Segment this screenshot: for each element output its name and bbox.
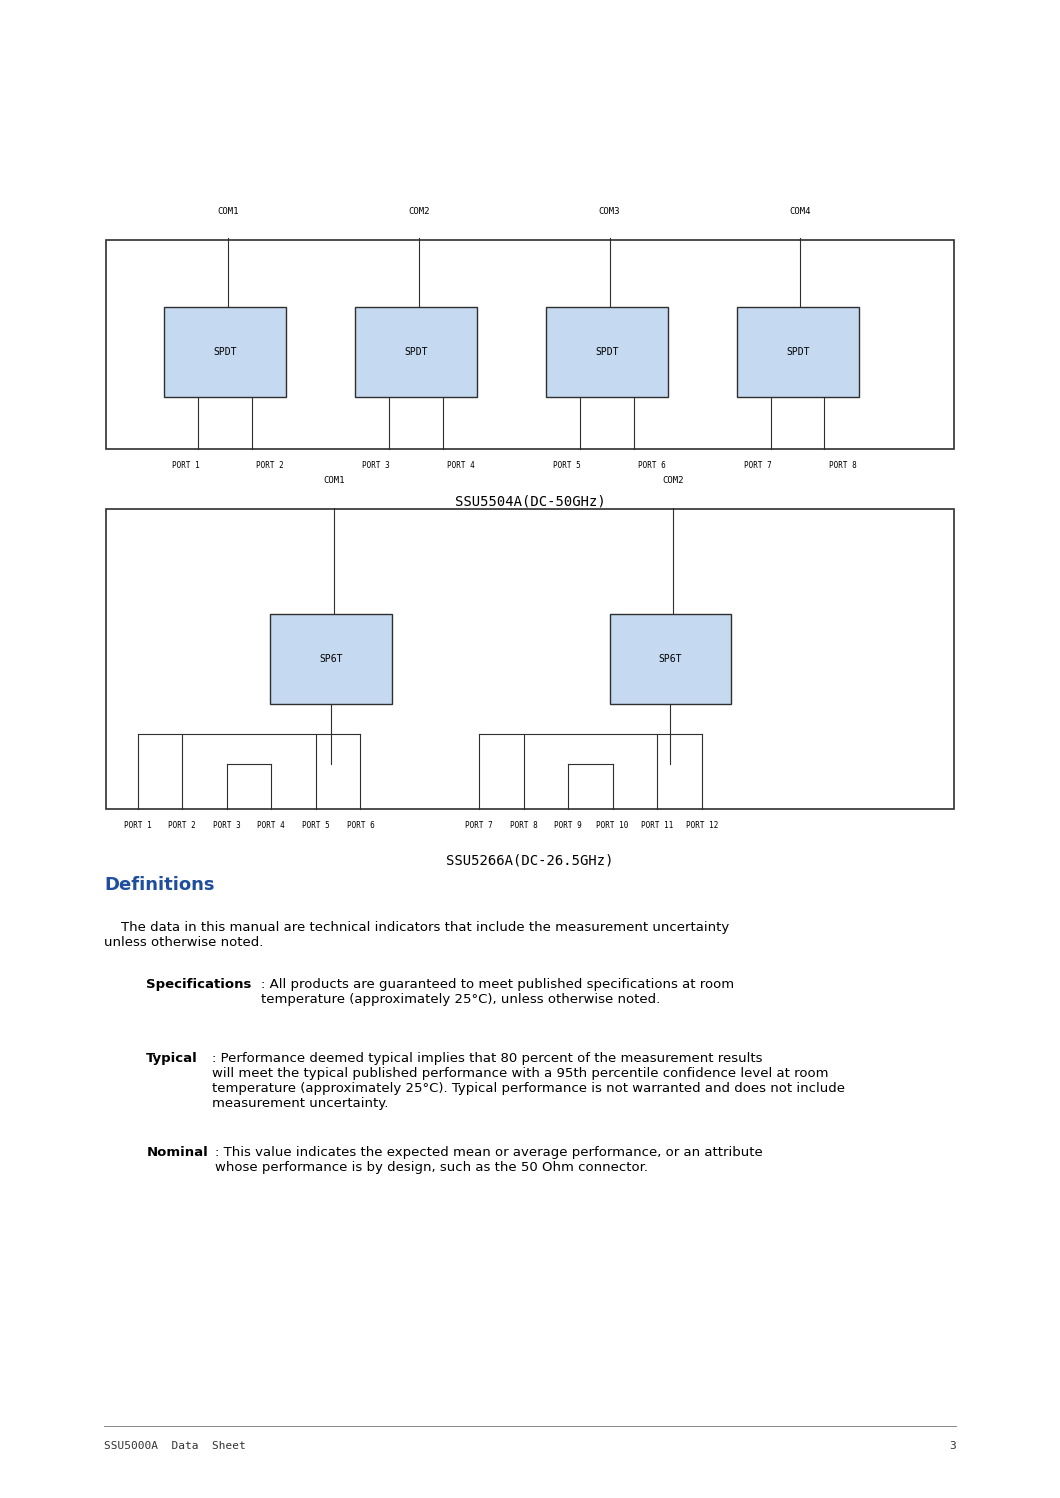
Text: Specifications: Specifications <box>146 978 251 992</box>
Text: SPDT: SPDT <box>595 348 619 357</box>
Bar <box>270 614 392 704</box>
Text: PORT 2: PORT 2 <box>257 461 284 470</box>
Text: PORT 7: PORT 7 <box>465 821 493 830</box>
Text: : Performance deemed typical implies that 80 percent of the measurement results
: : Performance deemed typical implies tha… <box>212 1052 845 1110</box>
Text: : All products are guaranteed to meet published specifications at room
temperatu: : All products are guaranteed to meet pu… <box>261 978 734 1007</box>
Bar <box>106 509 954 809</box>
Text: PORT 3: PORT 3 <box>213 821 241 830</box>
Text: PORT 9: PORT 9 <box>554 821 582 830</box>
Text: : This value indicates the expected mean or average performance, or an attribute: : This value indicates the expected mean… <box>215 1146 763 1174</box>
Bar <box>164 307 286 397</box>
Text: The data in this manual are technical indicators that include the measurement un: The data in this manual are technical in… <box>104 921 729 950</box>
Text: PORT 3: PORT 3 <box>363 461 390 470</box>
Text: COM1: COM1 <box>323 476 344 485</box>
Text: COM1: COM1 <box>217 207 238 216</box>
Text: SP6T: SP6T <box>658 655 683 664</box>
Text: Nominal: Nominal <box>146 1146 208 1159</box>
Text: PORT 6: PORT 6 <box>347 821 374 830</box>
Text: PORT 4: PORT 4 <box>258 821 285 830</box>
Text: SP6T: SP6T <box>319 655 343 664</box>
Bar <box>737 307 859 397</box>
Bar <box>355 307 477 397</box>
Text: SSU5266A(DC-26.5GHz): SSU5266A(DC-26.5GHz) <box>446 854 614 867</box>
Text: Typical: Typical <box>146 1052 198 1065</box>
Text: PORT 5: PORT 5 <box>553 461 581 470</box>
Text: PORT 5: PORT 5 <box>302 821 330 830</box>
Text: PORT 12: PORT 12 <box>686 821 718 830</box>
Text: PORT 10: PORT 10 <box>597 821 629 830</box>
Text: PORT 8: PORT 8 <box>510 821 537 830</box>
Text: PORT 6: PORT 6 <box>638 461 666 470</box>
Text: COM2: COM2 <box>408 207 429 216</box>
Text: PORT 1: PORT 1 <box>172 461 199 470</box>
Text: PORT 7: PORT 7 <box>744 461 772 470</box>
Text: 3: 3 <box>950 1441 956 1452</box>
Text: SPDT: SPDT <box>785 348 810 357</box>
Bar <box>106 240 954 449</box>
Text: COM3: COM3 <box>599 207 620 216</box>
Text: Definitions: Definitions <box>104 876 214 894</box>
Text: PORT 8: PORT 8 <box>829 461 856 470</box>
Text: COM2: COM2 <box>662 476 684 485</box>
Text: SSU5000A  Data  Sheet: SSU5000A Data Sheet <box>104 1441 246 1452</box>
Text: PORT 4: PORT 4 <box>447 461 475 470</box>
Text: SSU5504A(DC-50GHz): SSU5504A(DC-50GHz) <box>455 494 605 508</box>
Text: COM4: COM4 <box>790 207 811 216</box>
Text: PORT 11: PORT 11 <box>641 821 673 830</box>
Text: SPDT: SPDT <box>213 348 237 357</box>
Text: PORT 2: PORT 2 <box>169 821 196 830</box>
Text: SPDT: SPDT <box>404 348 428 357</box>
Bar <box>546 307 668 397</box>
Bar <box>610 614 731 704</box>
Text: PORT 1: PORT 1 <box>124 821 152 830</box>
